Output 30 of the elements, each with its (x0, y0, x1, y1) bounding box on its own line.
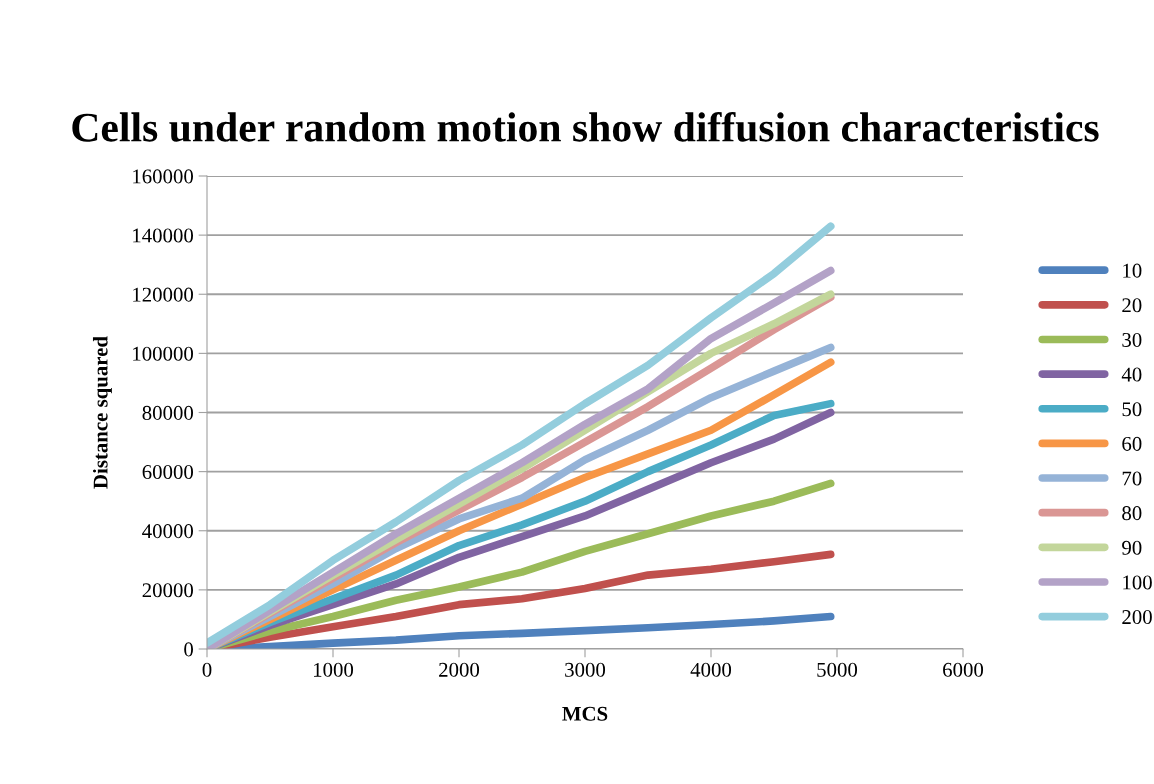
y-tick-label: 120000 (133, 287, 194, 302)
legend-label: 40 (1121, 367, 1142, 382)
legend-label: 60 (1122, 436, 1142, 451)
x-tick-label: 5000 (817, 662, 858, 677)
y-axis-title: Distance squared (92, 336, 112, 489)
y-tick-label: 20000 (142, 583, 194, 598)
legend-label: 100 (1123, 575, 1152, 590)
legend-label: 90 (1122, 540, 1142, 555)
legend-label: 50 (1122, 402, 1142, 417)
x-tick-label: 1000 (314, 662, 354, 677)
legend-label: 30 (1122, 332, 1142, 347)
legend-label: 200 (1122, 610, 1152, 625)
x-tick-label: 3000 (565, 662, 606, 677)
legend-label: 80 (1122, 506, 1142, 521)
x-tick-label: 4000 (690, 662, 732, 677)
y-tick-label: 100000 (133, 346, 194, 361)
x-axis-title: MCS (562, 706, 608, 721)
x-tick-label: 2000 (439, 662, 480, 677)
legend-label: 20 (1122, 298, 1142, 313)
chart-title: Cells under random motion show diffusion characteristics (72, 111, 1099, 142)
y-tick-label: 140000 (133, 228, 194, 243)
legend-label: 10 (1123, 263, 1142, 278)
x-tick-label: 0 (202, 662, 212, 677)
y-tick-label: 60000 (142, 465, 194, 480)
y-tick-label: 0 (184, 642, 194, 657)
legend-label: 70 (1122, 471, 1142, 486)
y-tick-label: 80000 (142, 405, 194, 420)
y-tick-label: 160000 (133, 169, 194, 184)
y-tick-label: 40000 (142, 524, 194, 539)
x-tick-label: 6000 (943, 662, 984, 677)
